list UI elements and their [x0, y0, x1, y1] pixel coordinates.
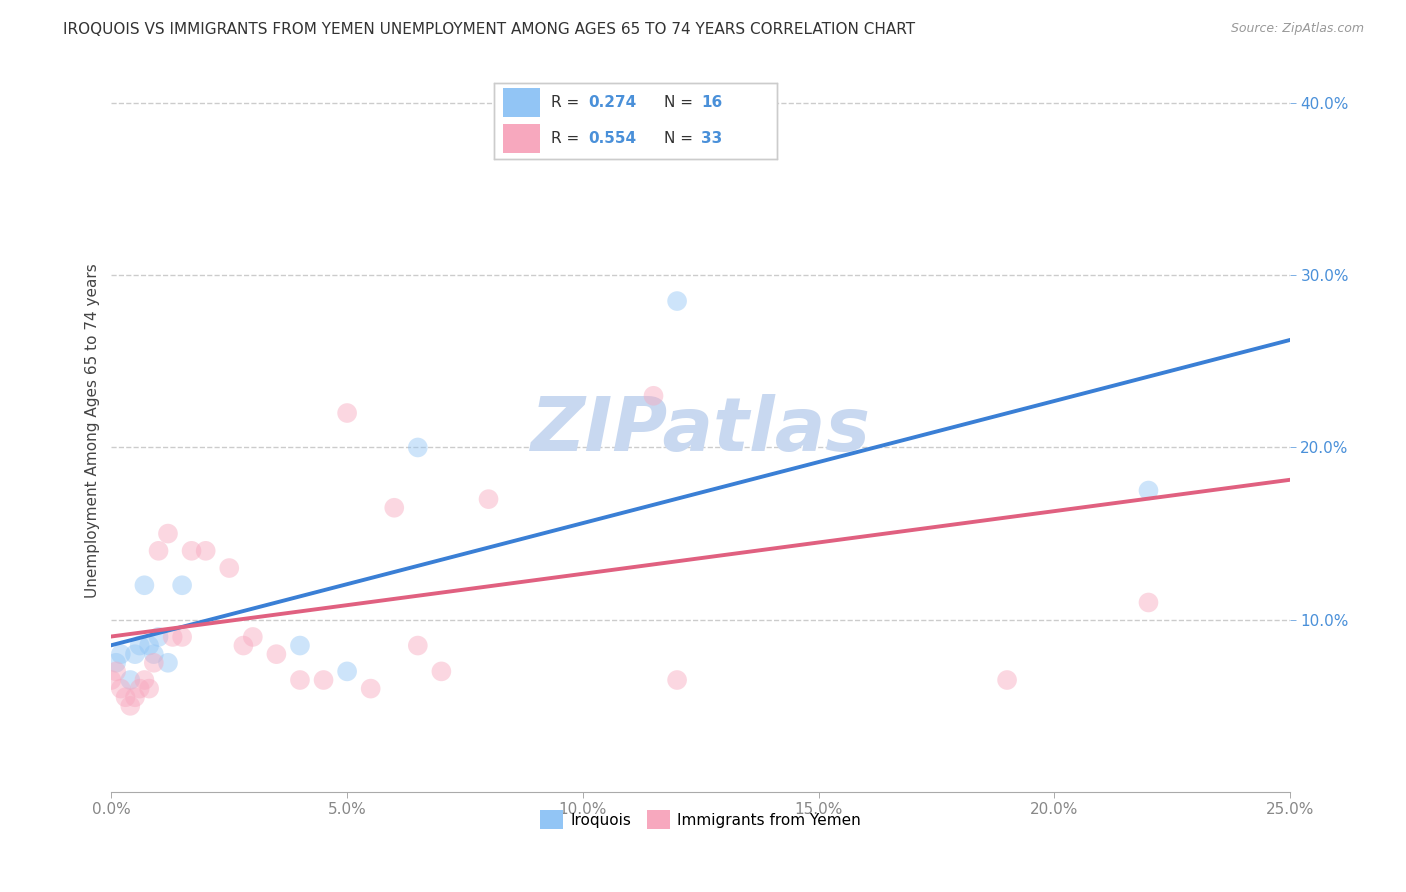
Point — [134, 673, 156, 687]
Point — [288, 639, 311, 653]
Point — [1137, 483, 1160, 498]
Point — [288, 673, 311, 687]
Point — [162, 630, 184, 644]
Point — [138, 681, 160, 696]
Point — [105, 665, 128, 679]
Point — [180, 544, 202, 558]
Point — [172, 578, 194, 592]
Point — [1137, 595, 1160, 609]
Text: IROQUOIS VS IMMIGRANTS FROM YEMEN UNEMPLOYMENT AMONG AGES 65 TO 74 YEARS CORRELA: IROQUOIS VS IMMIGRANTS FROM YEMEN UNEMPL… — [63, 22, 915, 37]
Point — [120, 698, 142, 713]
Point — [643, 389, 665, 403]
Point — [124, 690, 146, 705]
Point — [142, 647, 165, 661]
Point — [382, 500, 405, 515]
Point — [242, 630, 264, 644]
Point — [666, 294, 689, 309]
Point — [360, 681, 382, 696]
Point — [110, 681, 132, 696]
Point — [120, 673, 142, 687]
Point — [156, 526, 179, 541]
Point — [430, 665, 453, 679]
Point — [312, 673, 335, 687]
Point — [124, 647, 146, 661]
Text: ZIPatlas: ZIPatlas — [530, 393, 870, 467]
Point — [128, 639, 150, 653]
Point — [100, 673, 122, 687]
Point — [142, 656, 165, 670]
Point — [406, 441, 429, 455]
Point — [105, 656, 128, 670]
Point — [156, 656, 179, 670]
Point — [134, 578, 156, 592]
Point — [572, 113, 595, 128]
Point — [138, 639, 160, 653]
Point — [336, 665, 359, 679]
Point — [114, 690, 136, 705]
Y-axis label: Unemployment Among Ages 65 to 74 years: Unemployment Among Ages 65 to 74 years — [86, 263, 100, 598]
Point — [194, 544, 217, 558]
Point — [995, 673, 1018, 687]
Point — [148, 630, 170, 644]
Point — [406, 639, 429, 653]
Point — [110, 647, 132, 661]
Point — [232, 639, 254, 653]
Point — [336, 406, 359, 420]
Point — [218, 561, 240, 575]
Text: Source: ZipAtlas.com: Source: ZipAtlas.com — [1230, 22, 1364, 36]
Point — [666, 673, 689, 687]
Legend: Iroquois, Immigrants from Yemen: Iroquois, Immigrants from Yemen — [534, 804, 868, 835]
Point — [128, 681, 150, 696]
Point — [266, 647, 288, 661]
Point — [477, 492, 499, 507]
Point — [148, 544, 170, 558]
Point — [172, 630, 194, 644]
